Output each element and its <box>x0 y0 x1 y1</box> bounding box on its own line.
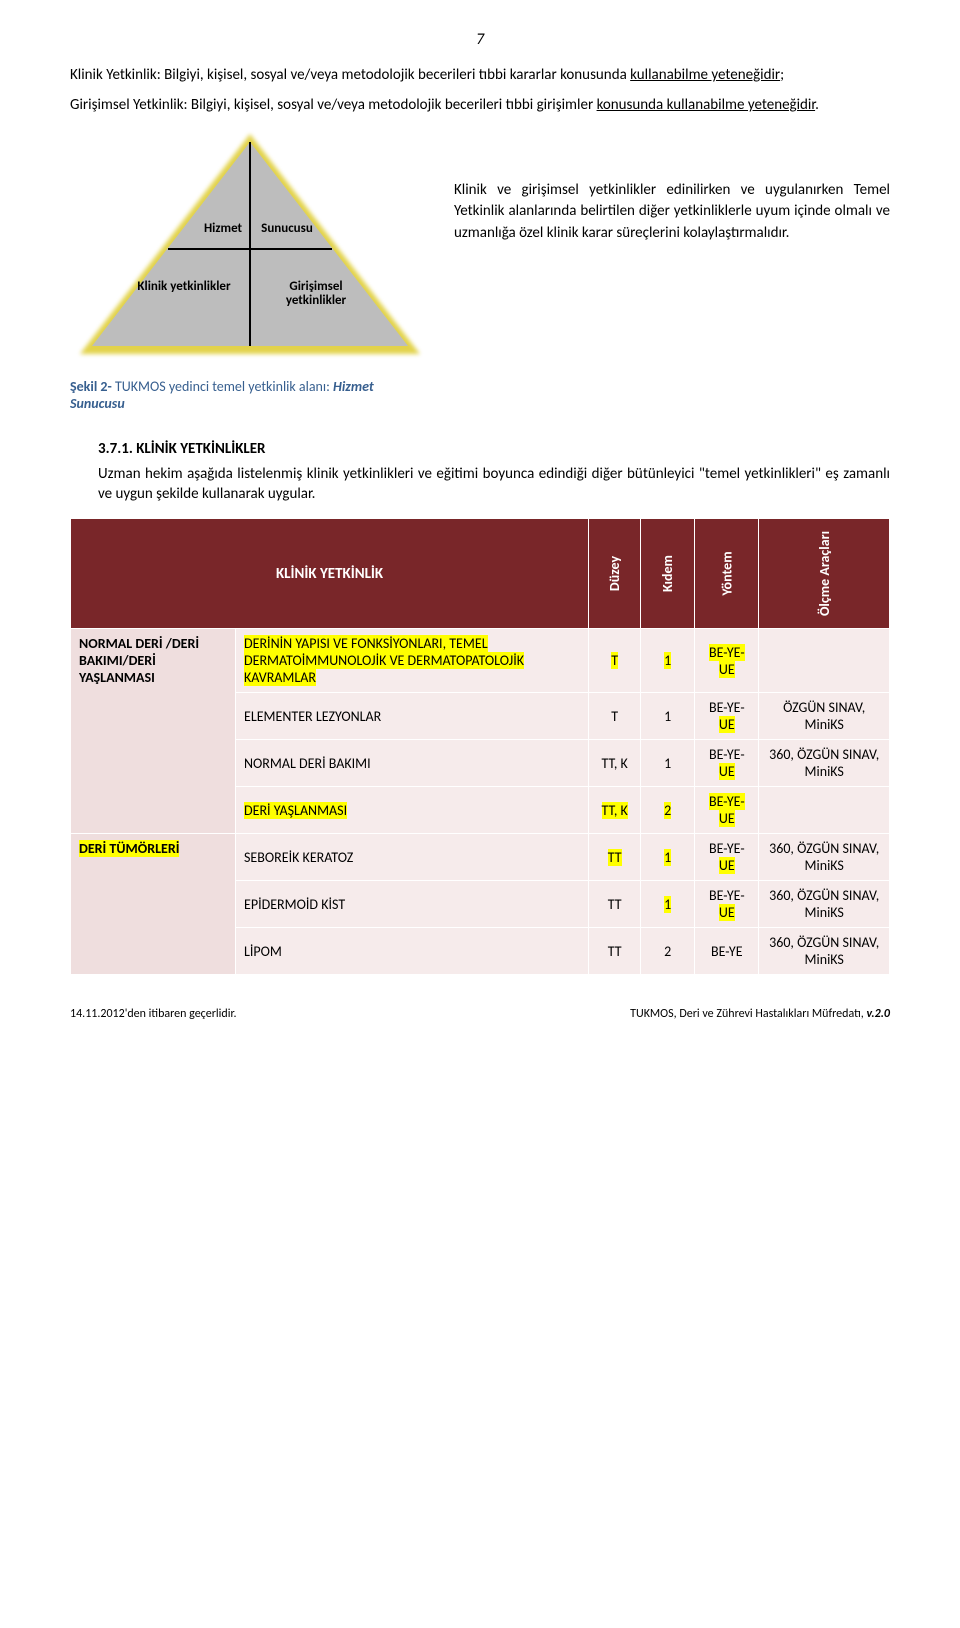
cell-kidem: 1 <box>641 881 695 928</box>
kidem-val: 1 <box>664 896 671 913</box>
cell-yontem: BE-YE-UE <box>695 881 759 928</box>
th-duzey: Düzey <box>589 519 641 629</box>
cell-olcme: 360, ÖZGÜN SINAV, MiniKS <box>759 881 890 928</box>
caption-bold: Şekil 2- <box>70 378 112 395</box>
page-footer: 14.11.2012'den itibaren geçerlidir. TUKM… <box>70 1007 890 1021</box>
tri-label-top-right: Sunucusu <box>252 222 322 236</box>
section-heading: 3.7.1. KLİNİK YETKİNLİKLER <box>98 440 890 458</box>
th-kidem-label: Kıdem <box>659 555 676 592</box>
intro-p2-suffix: . <box>815 96 819 114</box>
figure-caption: Şekil 2- TUKMOS yedinci temel yetkinlik … <box>70 378 430 412</box>
kidem-val: 1 <box>664 652 671 669</box>
figure-row: Hizmet Sunucusu Klinik yetkinlikler Giri… <box>70 130 890 412</box>
kidem-val: 2 <box>664 802 671 819</box>
cell-olcme: 360, ÖZGÜN SINAV, MiniKS <box>759 928 890 975</box>
table-row: NORMAL DERİ /DERİ BAKIMI/DERİ YAŞLANMASI… <box>71 629 890 693</box>
cell-yontem: BE-YE-UE <box>695 629 759 693</box>
th-yontem: Yöntem <box>695 519 759 629</box>
triangle-diagram: Hizmet Sunucusu Klinik yetkinlikler Giri… <box>70 130 430 370</box>
intro-p2-underline: konusunda kullanabilme yeteneğidir <box>597 96 816 114</box>
cell-desc: DERİNİN YAPISI VE FONKSİYONLARI, TEMEL D… <box>236 629 589 693</box>
cell-duzey: TT <box>589 881 641 928</box>
cell-duzey: TT <box>589 834 641 881</box>
cell-desc: EPİDERMOİD KİST <box>236 881 589 928</box>
figure-side-text: Klinik ve girişimsel yetkinlikler edinil… <box>454 130 890 245</box>
cell-yontem: BE-YE-UE <box>695 787 759 834</box>
yontem-val: BE-YE-UE <box>709 644 745 678</box>
th-kidem: Kıdem <box>641 519 695 629</box>
cell-olcme: 360, ÖZGÜN SINAV, MiniKS <box>759 834 890 881</box>
th-olcme: Ölçme Araçları <box>759 519 890 629</box>
page-number: 7 <box>70 30 890 49</box>
cell-kidem: 2 <box>641 928 695 975</box>
tri-label-top-left: Hizmet <box>188 222 258 236</box>
yontem-hl: UE <box>719 857 735 874</box>
cell-yontem: BE-YE-UE <box>695 693 759 740</box>
cell-kidem: 1 <box>641 693 695 740</box>
cell-duzey: TT, K <box>589 740 641 787</box>
yontem-hl: UE <box>719 716 735 733</box>
cell-kidem: 1 <box>641 629 695 693</box>
yontem-pre: BE-YE- <box>709 840 745 857</box>
cell-olcme <box>759 787 890 834</box>
cell-kidem: 1 <box>641 740 695 787</box>
cell-yontem: BE-YE-UE <box>695 740 759 787</box>
cell-kidem: 1 <box>641 834 695 881</box>
cell-duzey: T <box>589 693 641 740</box>
yontem-val: BE-YE-UE <box>709 793 745 827</box>
intro-p1-suffix: ; <box>780 66 784 84</box>
kidem-val: 1 <box>664 849 671 866</box>
duzey-val: TT, K <box>602 802 628 819</box>
cell-duzey: TT <box>589 928 641 975</box>
cell-olcme: ÖZGÜN SINAV, MiniKS <box>759 693 890 740</box>
competency-table: KLİNİK YETKİNLİK Düzey Kıdem Yöntem Ölçm… <box>70 518 890 975</box>
cell-desc: DERİ YAŞLANMASI <box>236 787 589 834</box>
intro-block: Klinik Yetkinlik: Bilgiyi, kişisel, sosy… <box>70 65 890 116</box>
th-olcme-label: Ölçme Araçları <box>816 531 833 616</box>
intro-p1-underline: kullanabilme yeteneğidir <box>630 66 780 84</box>
intro-p2: Girişimsel Yetkinlik: Bilgiyi, kişisel, … <box>70 95 890 115</box>
intro-p1: Klinik Yetkinlik: Bilgiyi, kişisel, sosy… <box>70 65 890 85</box>
cell-olcme <box>759 629 890 693</box>
footer-right: TUKMOS, Deri ve Zührevi Hastalıkları Müf… <box>630 1007 890 1021</box>
yontem-pre: BE-YE- <box>709 746 745 763</box>
rowhead-hl: DERİ TÜMÖRLERİ <box>79 840 179 857</box>
tri-label-bottom-right: Girişimsel yetkinlikler <box>266 280 366 309</box>
th-klinik: KLİNİK YETKİNLİK <box>71 519 589 629</box>
footer-left: 14.11.2012'den itibaren geçerlidir. <box>70 1007 236 1021</box>
cell-yontem: BE-YE-UE <box>695 834 759 881</box>
cell-kidem: 2 <box>641 787 695 834</box>
rowhead-deri-tumorleri: DERİ TÜMÖRLERİ <box>71 834 236 975</box>
footer-version: v.2.0 <box>866 1007 890 1021</box>
desc-hl: DERİ YAŞLANMASI <box>244 802 347 819</box>
th-duzey-label: Düzey <box>606 556 623 591</box>
duzey-val: T <box>611 652 618 669</box>
yontem-hl: UE <box>719 763 735 780</box>
cell-desc: SEBOREİK KERATOZ <box>236 834 589 881</box>
th-yontem-label: Yöntem <box>718 551 735 595</box>
yontem-pre: BE-YE- <box>709 699 745 716</box>
intro-p1-prefix: Klinik Yetkinlik: Bilgiyi, kişisel, sosy… <box>70 66 630 84</box>
cell-desc: NORMAL DERİ BAKIMI <box>236 740 589 787</box>
intro-p2-prefix: Girişimsel Yetkinlik: Bilgiyi, kişisel, … <box>70 96 597 114</box>
table-row: DERİ TÜMÖRLERİ SEBOREİK KERATOZ TT 1 BE-… <box>71 834 890 881</box>
rowhead-normal-deri: NORMAL DERİ /DERİ BAKIMI/DERİ YAŞLANMASI <box>71 629 236 834</box>
cell-duzey: T <box>589 629 641 693</box>
yontem-pre: BE-YE- <box>709 887 745 904</box>
yontem-hl: UE <box>719 904 735 921</box>
cell-olcme: 360, ÖZGÜN SINAV, MiniKS <box>759 740 890 787</box>
caption-plain: TUKMOS yedinci temel yetkinlik alanı: <box>112 378 333 395</box>
cell-desc: LİPOM <box>236 928 589 975</box>
tri-label-bottom-left: Klinik yetkinlikler <box>134 280 234 294</box>
footer-right-plain: TUKMOS, Deri ve Zührevi Hastalıkları Müf… <box>630 1007 866 1021</box>
triangle-hline <box>168 248 332 250</box>
duzey-val: TT <box>608 849 622 866</box>
section-paragraph: Uzman hekim aşağıda listelenmiş klinik y… <box>98 464 890 505</box>
figure-image: Hizmet Sunucusu Klinik yetkinlikler Giri… <box>70 130 430 412</box>
desc-hl: DERİNİN YAPISI VE FONKSİYONLARI, TEMEL D… <box>244 635 524 686</box>
cell-duzey: TT, K <box>589 787 641 834</box>
cell-desc: ELEMENTER LEZYONLAR <box>236 693 589 740</box>
triangle-vline <box>249 142 251 346</box>
cell-yontem: BE-YE <box>695 928 759 975</box>
